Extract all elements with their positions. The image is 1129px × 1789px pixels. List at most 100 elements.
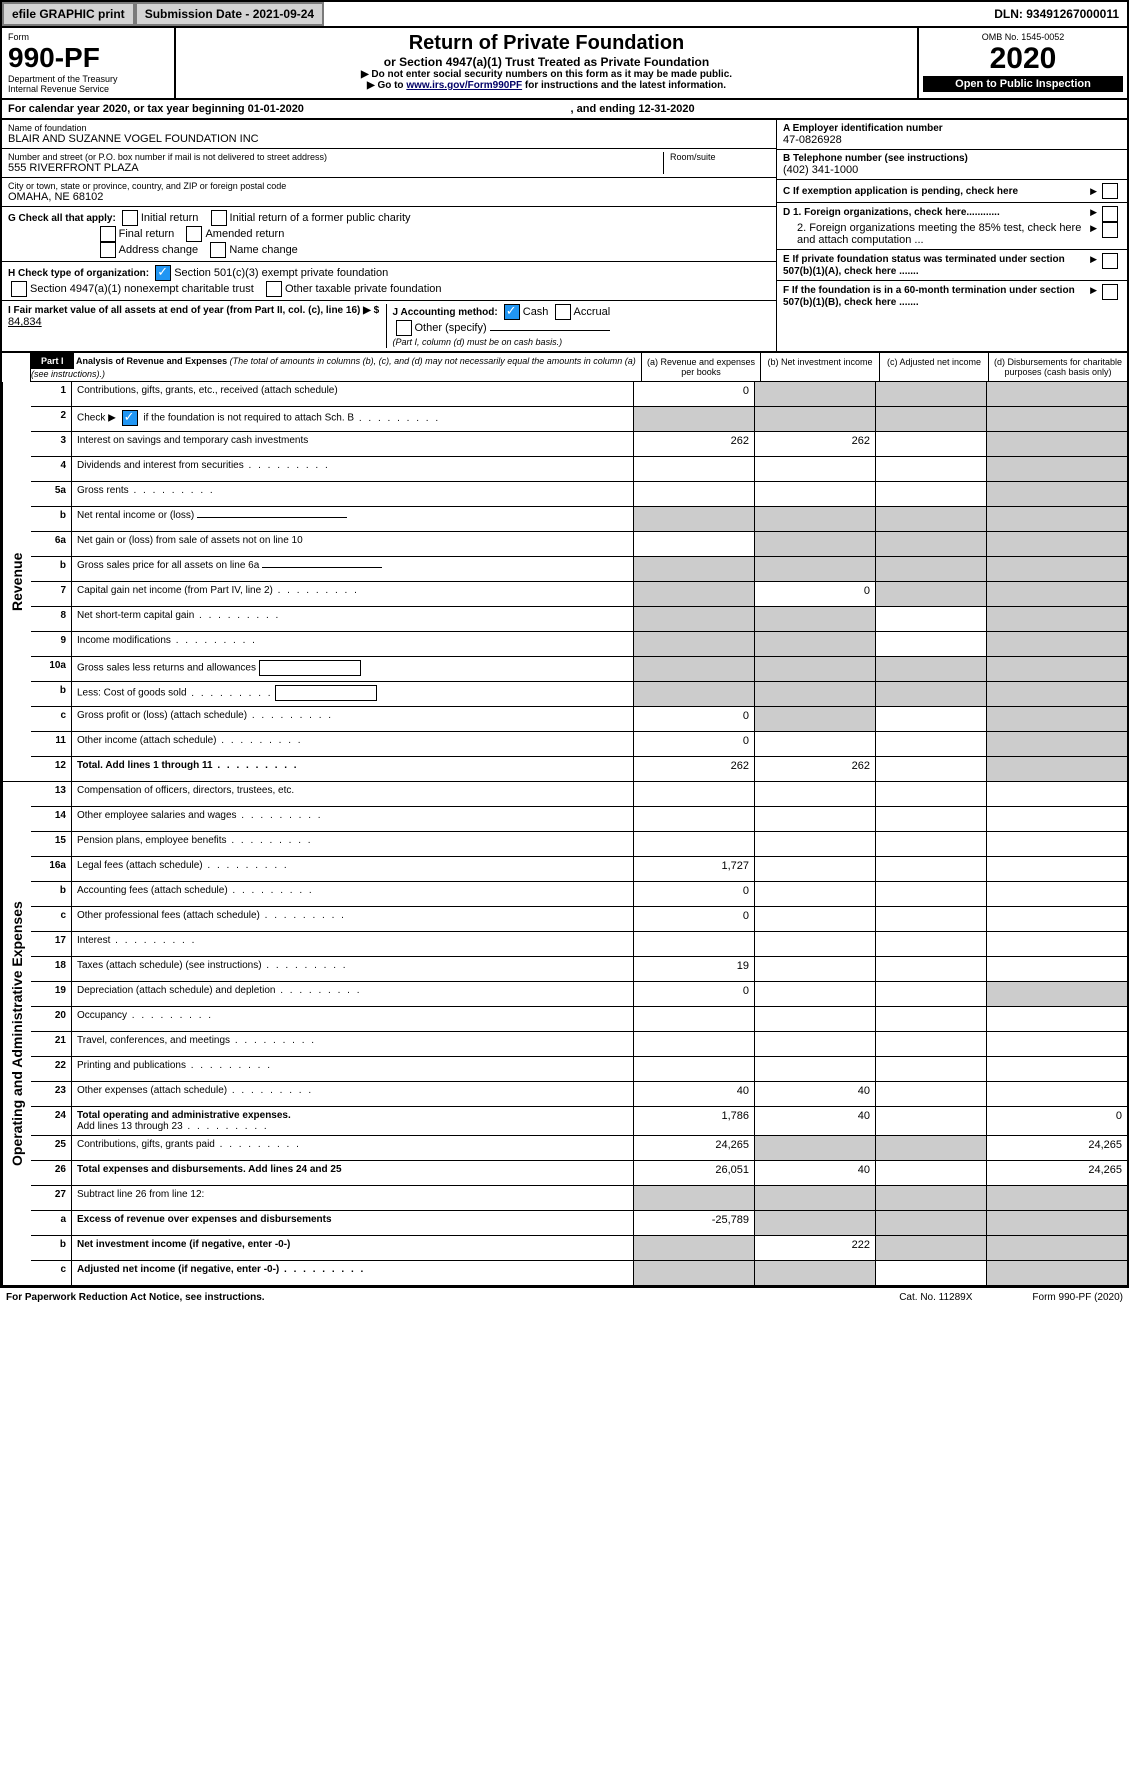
cal-pre: For calendar year 2020, or tax year begi…: [8, 103, 248, 115]
d1-checkbox[interactable]: [1102, 206, 1118, 222]
cell-a: 0: [633, 982, 754, 1006]
row-desc: Interest: [71, 932, 633, 956]
row-num: 27: [31, 1186, 71, 1210]
row-desc: Occupancy: [71, 1007, 633, 1031]
row-num: 21: [31, 1032, 71, 1056]
row-num: 7: [31, 582, 71, 606]
row-num: c: [31, 907, 71, 931]
omb-number: OMB No. 1545-0052: [923, 32, 1123, 42]
row-num: 15: [31, 832, 71, 856]
row-num: a: [31, 1211, 71, 1235]
tax-year: 2020: [923, 42, 1123, 76]
other-method-checkbox[interactable]: [396, 320, 412, 336]
row-num: 8: [31, 607, 71, 631]
cell-a: 262: [633, 757, 754, 781]
ein-value: 47-0826928: [783, 134, 1121, 146]
row-desc: Other expenses (attach schedule): [71, 1082, 633, 1106]
address-change-checkbox[interactable]: [100, 242, 116, 258]
row-num: 6a: [31, 532, 71, 556]
row-num: 22: [31, 1057, 71, 1081]
initial-former-checkbox[interactable]: [211, 210, 227, 226]
open-public-badge: Open to Public Inspection: [923, 76, 1123, 92]
final-return-checkbox[interactable]: [100, 226, 116, 242]
accrual-checkbox[interactable]: [555, 304, 571, 320]
col-c-header: (c) Adjusted net income: [879, 353, 988, 382]
cell-a: 0: [633, 882, 754, 906]
4947a1-checkbox[interactable]: [11, 281, 27, 297]
amended-return-checkbox[interactable]: [186, 226, 202, 242]
other-taxable-checkbox[interactable]: [266, 281, 282, 297]
d2-checkbox[interactable]: [1102, 222, 1118, 238]
g-o5: Address change: [119, 244, 199, 256]
cell-a: 1,786: [633, 1107, 754, 1135]
row-num: 20: [31, 1007, 71, 1031]
row-num: 10a: [31, 657, 71, 681]
phone-value: (402) 341-1000: [783, 164, 1121, 176]
top-bar: efile GRAPHIC print Submission Date - 20…: [0, 0, 1129, 28]
name-change-checkbox[interactable]: [210, 242, 226, 258]
501c3-checkbox[interactable]: [155, 265, 171, 281]
j-label: J Accounting method:: [393, 307, 498, 318]
row-desc: Check ▶ if the foundation is not require…: [71, 407, 633, 431]
form-header: Form 990-PF Department of the Treasury I…: [0, 28, 1129, 100]
g-label: G Check all that apply:: [8, 213, 116, 224]
row-desc: Net short-term capital gain: [71, 607, 633, 631]
h-o2: Section 4947(a)(1) nonexempt charitable …: [30, 283, 254, 295]
j-cash: Cash: [523, 306, 549, 318]
form-word: Form: [8, 32, 168, 42]
e-checkbox[interactable]: [1102, 253, 1118, 269]
row-num: 12: [31, 757, 71, 781]
irs-label: Internal Revenue Service: [8, 84, 168, 94]
j-other: Other (specify): [415, 322, 487, 334]
irs-link[interactable]: www.irs.gov/Form990PF: [406, 80, 522, 91]
col-a-header: (a) Revenue and expenses per books: [641, 353, 760, 382]
cell-d: [986, 382, 1127, 406]
j-note: (Part I, column (d) must be on cash basi…: [393, 337, 563, 347]
cell-a: 40: [633, 1082, 754, 1106]
cell-a: 0: [633, 707, 754, 731]
h-o1: Section 501(c)(3) exempt private foundat…: [174, 267, 388, 279]
row-desc: Less: Cost of goods sold: [71, 682, 633, 706]
row-desc: Gross sales price for all assets on line…: [71, 557, 633, 581]
row-desc: Accounting fees (attach schedule): [71, 882, 633, 906]
exemption-checkbox[interactable]: [1102, 183, 1118, 199]
cell-a: 0: [633, 732, 754, 756]
row-num: 26: [31, 1161, 71, 1185]
row-desc: Net rental income or (loss): [71, 507, 633, 531]
f-checkbox[interactable]: [1102, 284, 1118, 300]
part1-table: Part I Analysis of Revenue and Expenses …: [0, 353, 1129, 382]
row-desc: Total operating and administrative expen…: [71, 1107, 633, 1135]
row-num: 11: [31, 732, 71, 756]
schb-checkbox[interactable]: [122, 410, 138, 426]
form-title: Return of Private Foundation: [180, 32, 913, 55]
expenses-side-label: Operating and Administrative Expenses: [2, 782, 31, 1285]
cash-checkbox[interactable]: [504, 304, 520, 320]
h-label: H Check type of organization:: [8, 268, 149, 279]
cell-b: 222: [754, 1236, 875, 1260]
g-o1: Initial return: [141, 212, 198, 224]
g-o2: Initial return of a former public charit…: [230, 212, 411, 224]
initial-return-checkbox[interactable]: [122, 210, 138, 226]
form-subtitle: or Section 4947(a)(1) Trust Treated as P…: [180, 55, 913, 69]
row-num: c: [31, 1261, 71, 1285]
row-desc: Interest on savings and temporary cash i…: [71, 432, 633, 456]
city-label: City or town, state or province, country…: [8, 181, 770, 191]
i-label: I Fair market value of all assets at end…: [8, 305, 379, 316]
cell-a: 1,727: [633, 857, 754, 881]
h-o3: Other taxable private foundation: [285, 283, 442, 295]
cal-mid: , and ending: [571, 103, 639, 115]
cell-b: 262: [754, 432, 875, 456]
row-desc: Total. Add lines 1 through 11: [71, 757, 633, 781]
row-num: 4: [31, 457, 71, 481]
room-label: Room/suite: [670, 152, 770, 162]
row-num: 3: [31, 432, 71, 456]
row-num: 23: [31, 1082, 71, 1106]
row-desc: Capital gain net income (from Part IV, l…: [71, 582, 633, 606]
efile-print-button[interactable]: efile GRAPHIC print: [2, 2, 135, 26]
row-num: 18: [31, 957, 71, 981]
row-desc: Legal fees (attach schedule): [71, 857, 633, 881]
part1-title: Analysis of Revenue and Expenses: [76, 356, 227, 366]
submission-date-button[interactable]: Submission Date - 2021-09-24: [135, 2, 324, 26]
row-num: 9: [31, 632, 71, 656]
street-address: 555 RIVERFRONT PLAZA: [8, 162, 663, 174]
